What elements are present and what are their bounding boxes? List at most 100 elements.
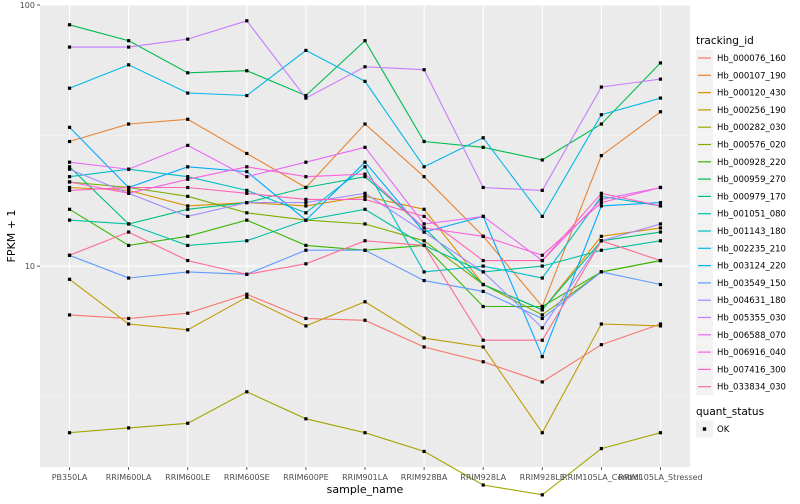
data-point	[481, 289, 485, 293]
data-point	[363, 239, 367, 243]
data-point	[658, 431, 663, 435]
data-point	[245, 165, 249, 169]
data-point	[481, 282, 485, 287]
data-point	[67, 167, 72, 171]
data-point	[599, 322, 603, 326]
data-point	[67, 207, 72, 211]
data-point	[599, 343, 603, 347]
data-point	[245, 390, 249, 394]
data-point	[67, 125, 72, 129]
data-point	[245, 191, 249, 195]
legend-label: Hb_003124_220	[717, 262, 786, 272]
data-point	[599, 270, 603, 274]
x-tick-label: RRIM600LA	[106, 473, 152, 482]
data-point	[127, 188, 131, 192]
data-point	[67, 86, 72, 90]
data-point	[67, 180, 72, 184]
data-point	[186, 71, 190, 75]
data-point	[540, 253, 544, 257]
data-point	[658, 230, 663, 234]
data-point	[245, 19, 249, 23]
data-point	[481, 304, 485, 309]
data-point	[127, 276, 131, 280]
data-point	[540, 380, 544, 384]
legend-label: Hb_000107_190	[717, 71, 786, 81]
data-point	[127, 185, 131, 190]
data-point	[481, 360, 485, 364]
data-point	[304, 160, 308, 164]
data-point	[658, 185, 663, 190]
data-point	[658, 96, 663, 100]
data-point	[304, 93, 308, 98]
data-point	[245, 69, 249, 73]
data-point	[540, 326, 544, 330]
data-point	[422, 230, 426, 234]
data-point	[363, 122, 367, 126]
data-point	[540, 316, 544, 321]
data-point	[540, 493, 544, 497]
data-point	[304, 201, 308, 205]
data-point	[422, 207, 426, 211]
data-point	[481, 145, 485, 149]
data-point	[127, 63, 131, 67]
data-point	[422, 278, 426, 283]
data-point	[599, 248, 603, 252]
data-point	[363, 318, 367, 322]
data-point	[481, 270, 485, 274]
data-point	[481, 185, 485, 190]
legend-label: Hb_001143_180	[717, 227, 786, 237]
data-point	[304, 316, 308, 321]
data-point	[186, 234, 190, 238]
data-point	[127, 122, 131, 126]
legend-label: Hb_004631_180	[717, 296, 786, 306]
legend-label: Hb_007416_300	[717, 365, 786, 375]
data-point	[658, 324, 663, 328]
x-axis-title: sample_name	[327, 483, 404, 496]
data-point	[658, 322, 663, 326]
data-point	[481, 483, 485, 487]
data-point	[599, 197, 603, 202]
data-point	[67, 175, 72, 179]
legend-shape-label: OK	[717, 425, 730, 435]
legend-label: Hb_006588_070	[717, 331, 786, 341]
data-point	[67, 431, 72, 435]
legend-shape-title: quant_status	[696, 406, 764, 418]
data-point	[186, 91, 190, 95]
data-point	[67, 253, 72, 257]
data-point	[127, 230, 131, 234]
x-tick-label: RRIM928LE	[520, 473, 565, 482]
data-point	[127, 322, 131, 326]
data-point	[127, 222, 131, 226]
data-point	[599, 201, 603, 205]
legend-title: tracking_id	[696, 35, 754, 47]
data-point	[127, 426, 131, 430]
data-point	[540, 276, 544, 280]
data-point	[658, 239, 663, 243]
data-point	[245, 93, 249, 98]
data-point	[658, 282, 663, 287]
data-point	[245, 211, 249, 215]
data-point	[422, 449, 426, 454]
legend-label: Hb_000576_020	[717, 141, 786, 151]
data-point	[599, 194, 603, 198]
data-point	[186, 165, 190, 169]
x-tick-label: RRIM105LA_Control	[562, 473, 641, 482]
data-point	[481, 338, 485, 342]
data-point	[363, 39, 367, 43]
data-point	[363, 79, 367, 83]
data-point	[422, 243, 426, 248]
legend-label: Hb_000928_220	[717, 158, 786, 168]
y-axis: 10 100	[20, 1, 40, 271]
data-point	[363, 165, 367, 169]
data-point	[67, 188, 72, 192]
data-point	[186, 37, 190, 41]
y-tick-label: 100	[20, 1, 35, 10]
data-point	[422, 336, 426, 340]
data-point	[481, 136, 485, 140]
x-tick-label: RRIM600SE	[224, 473, 270, 482]
data-point	[245, 201, 249, 205]
data-point	[245, 218, 249, 222]
data-point	[186, 175, 190, 179]
data-point	[186, 311, 190, 315]
